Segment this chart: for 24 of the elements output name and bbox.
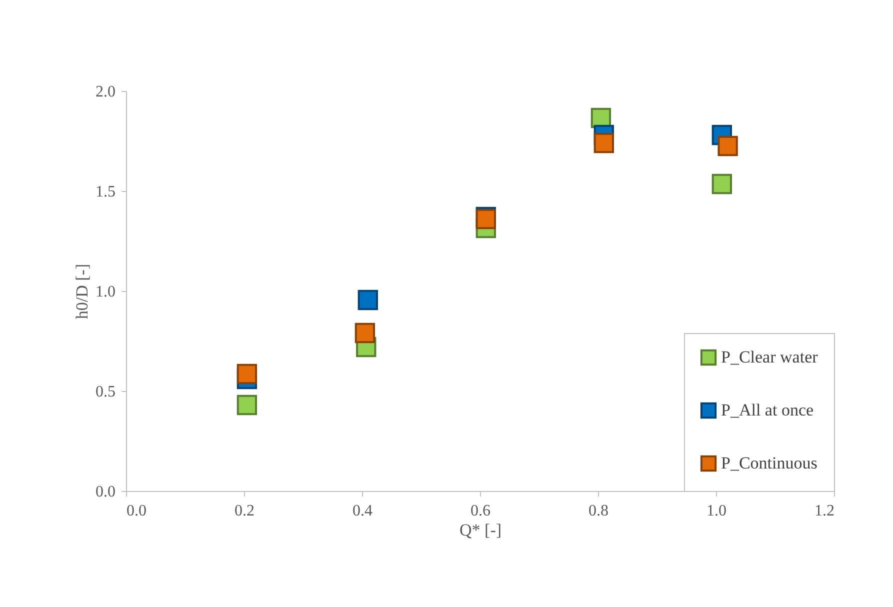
- x-tick-label: 0.2: [234, 502, 254, 520]
- y-tick-label: 1.5: [96, 184, 116, 200]
- x-tick-label: 0.4: [352, 502, 372, 520]
- text: 1.0: [96, 284, 116, 300]
- point: [712, 174, 732, 194]
- point: [236, 394, 258, 416]
- y-axis-title: h0/D [-]: [72, 264, 92, 320]
- x-axis-title: Q* [-]: [459, 520, 502, 540]
- text: 1.0: [706, 502, 726, 520]
- point: [594, 132, 614, 154]
- point: [718, 136, 738, 156]
- legend-label: P_Clear water: [721, 348, 818, 366]
- text: 2.0: [96, 84, 116, 100]
- point: [354, 322, 376, 344]
- x-tick-label: 1.2: [814, 502, 834, 520]
- legend-label: P_Continuous: [721, 454, 818, 472]
- text: 0.0: [96, 484, 116, 500]
- text: 0.0: [126, 502, 146, 520]
- legend-label: P_All at once: [721, 400, 814, 420]
- x-tick-label: 0.8: [588, 502, 608, 520]
- point: [358, 290, 378, 310]
- point: [236, 364, 258, 384]
- x-tick-label: 0.6: [470, 502, 490, 520]
- y-tick-label: 0.5: [96, 384, 116, 400]
